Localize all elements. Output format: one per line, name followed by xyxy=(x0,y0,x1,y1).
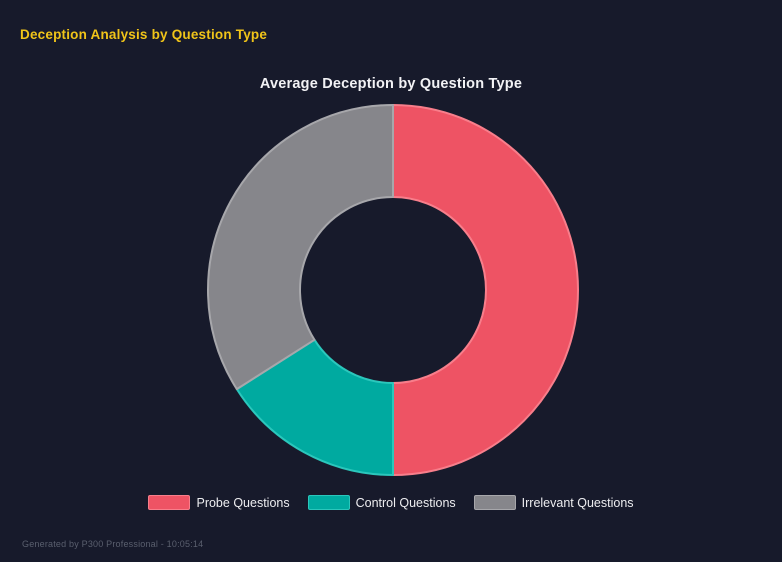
chart-title: Average Deception by Question Type xyxy=(259,76,523,92)
legend-label: Irrelevant Questions xyxy=(521,495,634,510)
legend-label: Control Questions xyxy=(355,495,456,510)
donut-segment-irrelevant-questions[interactable] xyxy=(207,104,394,391)
donut-segment-probe-questions[interactable] xyxy=(392,104,579,476)
legend-swatch-control xyxy=(307,495,350,510)
legend-swatch-probe xyxy=(148,495,191,510)
donut-chart-area xyxy=(205,102,581,478)
legend-swatch-irrelevant xyxy=(473,495,516,510)
legend-item-probe[interactable]: Probe Questions xyxy=(148,495,290,510)
footer-status-text: Generated by P300 Professional - 10:05:1… xyxy=(22,539,204,549)
legend-item-irrelevant[interactable]: Irrelevant Questions xyxy=(473,495,634,510)
donut-chart xyxy=(207,104,579,476)
donut-segment-control-questions[interactable] xyxy=(235,338,394,476)
page-title: Deception Analysis by Question Type xyxy=(20,27,268,42)
legend-item-control[interactable]: Control Questions xyxy=(307,495,456,510)
chart-legend: Probe Questions Control Questions Irrele… xyxy=(0,495,782,510)
legend-label: Probe Questions xyxy=(196,495,290,510)
